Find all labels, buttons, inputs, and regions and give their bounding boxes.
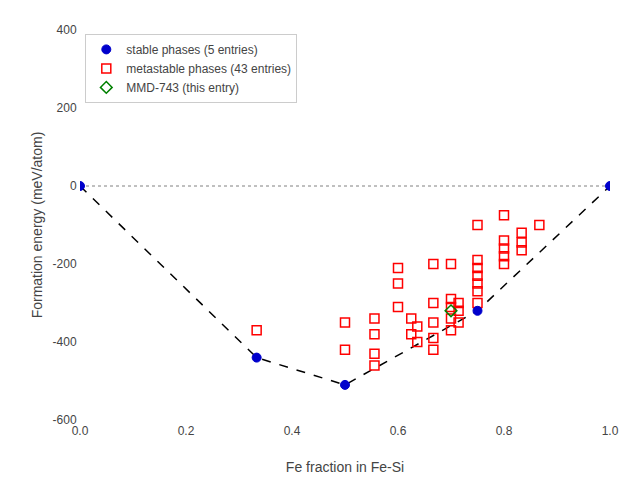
svg-text:0.8: 0.8 [496, 424, 513, 438]
svg-text:0.0: 0.0 [72, 424, 89, 438]
svg-text:0.2: 0.2 [178, 424, 195, 438]
svg-text:200: 200 [57, 101, 77, 115]
svg-text:0.6: 0.6 [390, 424, 407, 438]
svg-text:Formation energy (meV/atom): Formation energy (meV/atom) [29, 132, 45, 319]
svg-text:stable phases (5 entries): stable phases (5 entries) [126, 43, 257, 57]
svg-text:-200: -200 [53, 257, 77, 271]
svg-text:Fe fraction in Fe-Si: Fe fraction in Fe-Si [286, 459, 404, 475]
svg-text:-400: -400 [53, 335, 77, 349]
svg-text:0.4: 0.4 [284, 424, 301, 438]
svg-text:1.0: 1.0 [602, 424, 619, 438]
svg-text:metastable phases (43 entries): metastable phases (43 entries) [126, 62, 291, 76]
svg-text:-600: -600 [53, 413, 77, 427]
svg-text:0: 0 [70, 179, 77, 193]
svg-text:MMD-743 (this entry): MMD-743 (this entry) [126, 81, 239, 95]
svg-text:400: 400 [57, 23, 77, 37]
